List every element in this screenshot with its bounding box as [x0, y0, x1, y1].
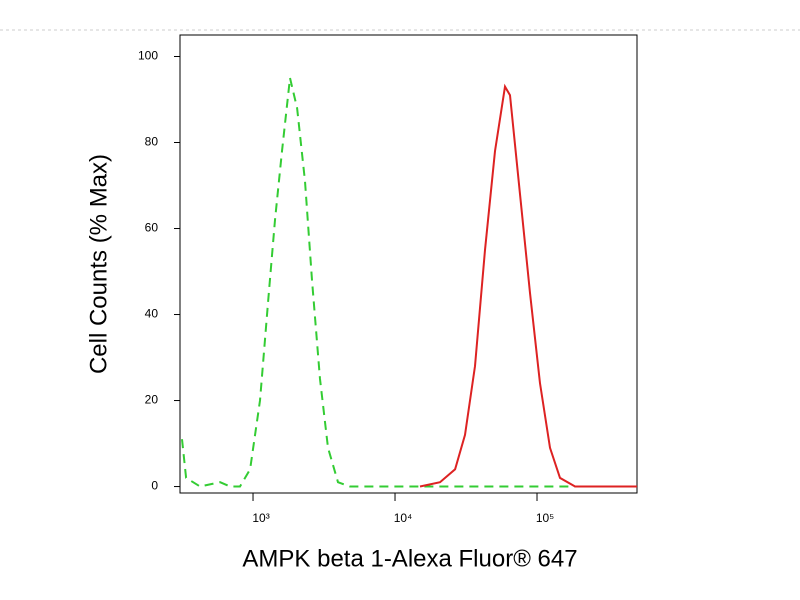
x-tick-label: 10³ [252, 511, 269, 525]
series-line [181, 77, 637, 488]
x-axis-label: AMPK beta 1-Alexa Fluor® 647 [242, 545, 577, 572]
x-tick-label: 10⁵ [536, 511, 554, 525]
series-line [419, 83, 637, 488]
y-tick-label: 100 [138, 49, 158, 63]
y-axis-label: Cell Counts (% Max) [85, 154, 112, 374]
y-tick-label: 60 [145, 221, 159, 235]
y-tick-label: 20 [145, 393, 159, 407]
y-tick-label: 40 [145, 307, 159, 321]
x-tick-label: 10⁴ [394, 511, 413, 525]
plot-frame [179, 34, 638, 494]
y-tick-label: 0 [151, 479, 158, 493]
y-tick-label: 80 [145, 135, 159, 149]
